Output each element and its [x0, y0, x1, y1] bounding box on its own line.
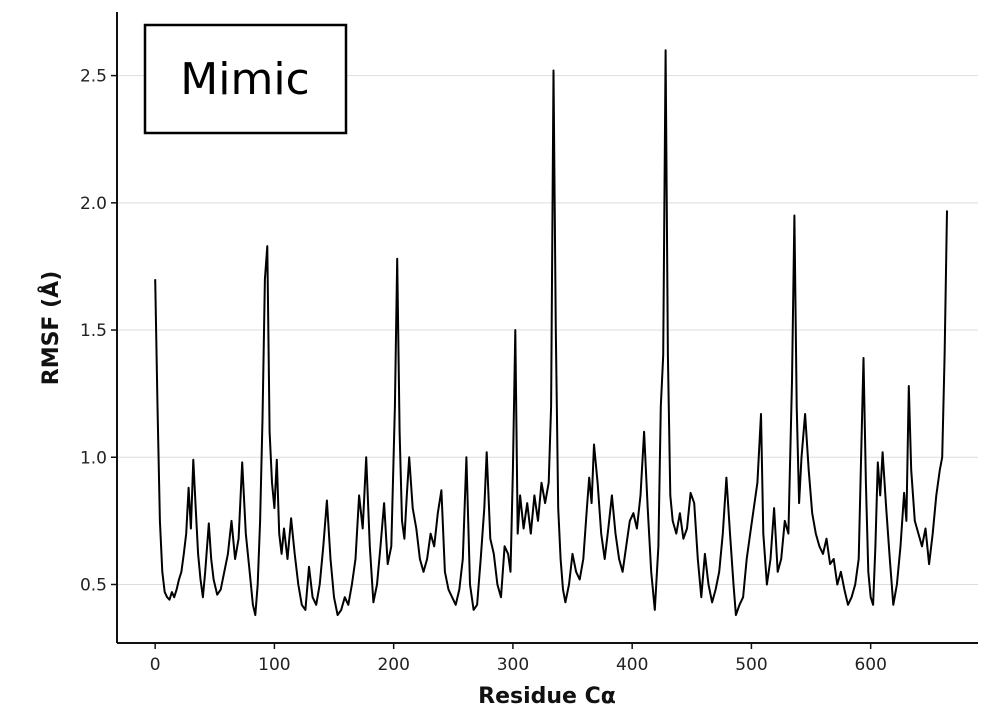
annotation-frame — [143, 23, 348, 135]
x-tick-label: 600 — [854, 655, 886, 675]
y-tick-label: 2.0 — [80, 194, 107, 214]
x-tick-label: 0 — [150, 655, 161, 675]
series-line — [154, 49, 948, 616]
x-tick-label: 100 — [258, 655, 290, 675]
y-tick-label: 1.5 — [80, 321, 107, 341]
y-ticks: 0.5 1.0 1.5 2.0 2.5 — [80, 67, 117, 595]
x-tick-label: 500 — [735, 655, 767, 675]
x-tick-label: 400 — [616, 655, 648, 675]
y-tick-label: 2.5 — [80, 67, 107, 87]
gridlines — [117, 75, 978, 585]
y-tick-label: 1.0 — [80, 448, 107, 468]
axes — [116, 12, 978, 644]
x-tick-label: 200 — [377, 655, 409, 675]
y-axis-title: RMSF (Å) — [38, 271, 64, 386]
annotation-label: Mimic — [180, 54, 309, 105]
y-tick-label: 0.5 — [80, 575, 107, 595]
annotation-box: Mimic — [143, 23, 348, 135]
x-tick-label: 300 — [497, 655, 529, 675]
series-group — [154, 49, 948, 616]
x-axis-title: Residue Cα — [478, 684, 616, 709]
x-ticks: 0 100 200 300 400 500 600 — [150, 643, 887, 675]
